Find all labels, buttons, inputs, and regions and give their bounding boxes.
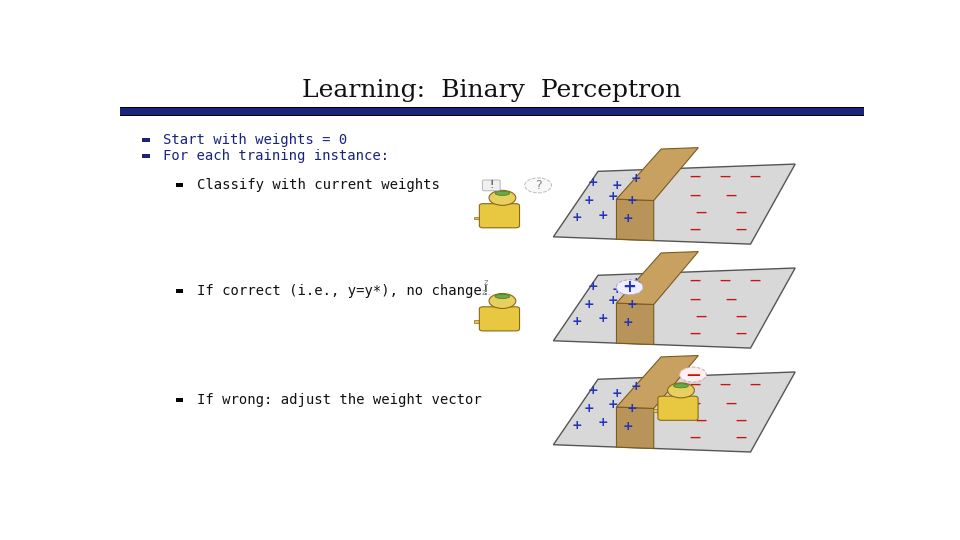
- Polygon shape: [616, 252, 698, 305]
- Text: —: —: [735, 208, 746, 218]
- Text: —: —: [749, 379, 760, 389]
- Polygon shape: [616, 355, 698, 408]
- Text: —: —: [690, 328, 701, 339]
- Text: —: —: [725, 294, 736, 305]
- Text: —: —: [749, 171, 760, 181]
- Text: —: —: [725, 399, 736, 408]
- Text: —: —: [735, 328, 746, 339]
- Text: +: +: [572, 418, 583, 431]
- Text: +: +: [623, 420, 634, 433]
- Bar: [474, 320, 484, 322]
- Text: —: —: [690, 399, 701, 408]
- Text: —: —: [735, 225, 746, 234]
- Polygon shape: [616, 303, 654, 345]
- Bar: [120, 114, 864, 116]
- Text: For each training instance:: For each training instance:: [163, 149, 389, 163]
- Text: +: +: [584, 298, 594, 311]
- Text: +: +: [612, 179, 622, 192]
- Text: —: —: [690, 225, 701, 234]
- Text: +: +: [627, 194, 637, 207]
- Text: ?: ?: [535, 179, 541, 192]
- Text: +: +: [588, 176, 598, 189]
- Text: +: +: [612, 387, 622, 400]
- Text: +: +: [572, 315, 583, 328]
- Text: +: +: [623, 316, 634, 329]
- Circle shape: [489, 294, 516, 308]
- Bar: [474, 217, 484, 219]
- Text: —: —: [719, 171, 731, 181]
- Bar: [142, 154, 150, 158]
- Text: —: —: [696, 416, 707, 426]
- Text: —: —: [749, 275, 760, 286]
- Text: —: —: [719, 379, 731, 389]
- Bar: [120, 107, 864, 109]
- Circle shape: [667, 383, 694, 398]
- Text: —: —: [690, 379, 701, 389]
- Text: —: —: [725, 191, 736, 200]
- Ellipse shape: [674, 384, 688, 388]
- Polygon shape: [553, 268, 795, 348]
- Text: If wrong: adjust the weight vector: If wrong: adjust the weight vector: [197, 393, 481, 407]
- Text: +: +: [588, 383, 598, 397]
- Text: +: +: [608, 398, 618, 411]
- Text: Learning:  Binary  Perceptron: Learning: Binary Perceptron: [302, 79, 682, 103]
- FancyBboxPatch shape: [479, 204, 519, 228]
- Polygon shape: [553, 164, 795, 244]
- Bar: [653, 409, 662, 412]
- Text: —: —: [690, 191, 701, 200]
- Bar: [176, 399, 183, 402]
- Ellipse shape: [495, 191, 510, 195]
- FancyBboxPatch shape: [479, 307, 519, 331]
- Polygon shape: [616, 147, 698, 200]
- Text: +: +: [631, 276, 641, 289]
- Text: —: —: [735, 416, 746, 426]
- Polygon shape: [616, 407, 654, 448]
- Text: —: —: [690, 294, 701, 305]
- Text: +: +: [584, 194, 594, 207]
- Text: —: —: [686, 368, 700, 382]
- Text: —: —: [696, 208, 707, 218]
- Circle shape: [616, 280, 643, 295]
- Text: Start with weights = 0: Start with weights = 0: [163, 133, 348, 147]
- Circle shape: [525, 178, 552, 193]
- Text: !: !: [489, 180, 493, 190]
- Text: +: +: [623, 212, 634, 225]
- Text: —: —: [690, 275, 701, 286]
- Text: +: +: [623, 278, 636, 296]
- Text: —: —: [690, 433, 701, 442]
- Polygon shape: [616, 199, 654, 240]
- Text: +: +: [597, 313, 608, 326]
- Bar: [176, 288, 183, 293]
- Text: +: +: [627, 402, 637, 415]
- Text: Classify with current weights: Classify with current weights: [197, 178, 440, 192]
- Text: +: +: [608, 294, 618, 307]
- FancyBboxPatch shape: [658, 396, 698, 420]
- Text: +: +: [597, 416, 608, 429]
- Text: —: —: [735, 433, 746, 442]
- Text: +: +: [631, 172, 641, 185]
- Text: +: +: [631, 380, 641, 393]
- Text: +: +: [588, 280, 598, 293]
- Bar: [142, 138, 150, 141]
- Bar: [120, 109, 864, 114]
- Text: +: +: [627, 298, 637, 311]
- Circle shape: [489, 191, 516, 205]
- Polygon shape: [553, 372, 795, 452]
- Text: +: +: [608, 190, 618, 204]
- Text: If correct (i.e., y=y*), no change!: If correct (i.e., y=y*), no change!: [197, 284, 490, 298]
- Bar: [176, 183, 183, 187]
- Text: +: +: [584, 402, 594, 415]
- Circle shape: [680, 367, 707, 382]
- Ellipse shape: [495, 294, 510, 299]
- Text: —: —: [719, 275, 731, 286]
- Text: +: +: [597, 208, 608, 221]
- Text: +: +: [572, 211, 583, 224]
- Text: —: —: [735, 312, 746, 322]
- Text: +: +: [612, 284, 622, 296]
- FancyBboxPatch shape: [482, 180, 500, 191]
- Text: z
z..: z z..: [481, 278, 491, 297]
- Text: —: —: [696, 312, 707, 322]
- Text: —: —: [690, 171, 701, 181]
